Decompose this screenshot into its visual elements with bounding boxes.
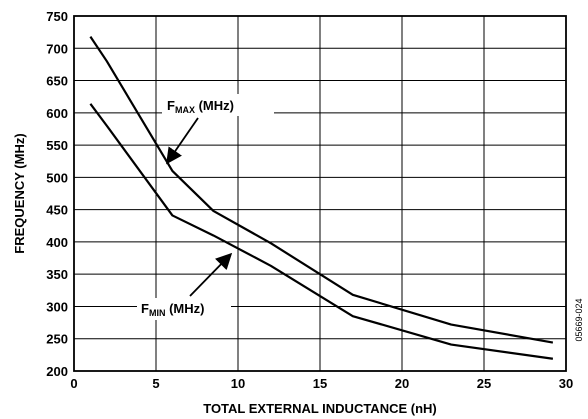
figure-id: 05669-024 bbox=[574, 298, 584, 341]
y-tick-label: 650 bbox=[46, 74, 68, 89]
plot-frame bbox=[73, 15, 567, 372]
y-tick-label: 250 bbox=[46, 332, 68, 347]
y-tick-label: 550 bbox=[46, 138, 68, 153]
x-tick-label: 15 bbox=[313, 376, 327, 391]
fmax-series-line bbox=[89, 36, 554, 344]
x-tick-label: 5 bbox=[152, 376, 159, 391]
y-tick-label: 450 bbox=[46, 203, 68, 218]
fmin-annotation-arrow bbox=[189, 252, 233, 297]
grid-lines bbox=[73, 15, 567, 372]
x-tick-label: 0 bbox=[70, 376, 77, 391]
series-annotations: FMAX (MHz) FMIN (MHz) bbox=[137, 94, 274, 320]
x-tick-label: 30 bbox=[559, 376, 573, 391]
y-tick-label: 500 bbox=[46, 170, 68, 185]
annotation-background bbox=[137, 298, 231, 320]
fmax-annotation-label: FMAX (MHz) bbox=[167, 98, 234, 115]
x-tick-label: 20 bbox=[395, 376, 409, 391]
fmin-series-line bbox=[89, 103, 554, 360]
annotation-background bbox=[162, 94, 274, 116]
y-tick-labels: 200 250 300 350 400 450 500 550 600 650 700 750 bbox=[46, 9, 68, 379]
y-tick-label: 600 bbox=[46, 106, 68, 121]
y-tick-label: 400 bbox=[46, 235, 68, 250]
y-tick-label: 700 bbox=[46, 41, 68, 56]
series-lines bbox=[89, 36, 554, 360]
x-axis-title: TOTAL EXTERNAL INDUCTANCE (nH) bbox=[203, 401, 437, 416]
y-tick-label: 350 bbox=[46, 267, 68, 282]
fmin-annotation-label: FMIN (MHz) bbox=[141, 301, 204, 318]
y-tick-label: 300 bbox=[46, 299, 68, 314]
x-tick-labels: 0 5 10 15 20 25 30 bbox=[70, 376, 573, 391]
y-axis-title: FREQUENCY (MHz) bbox=[12, 133, 27, 253]
y-tick-label: 200 bbox=[46, 364, 68, 379]
fmax-annotation-arrow bbox=[166, 117, 199, 165]
x-tick-label: 10 bbox=[231, 376, 245, 391]
y-tick-label: 750 bbox=[46, 9, 68, 24]
x-tick-label: 25 bbox=[477, 376, 491, 391]
